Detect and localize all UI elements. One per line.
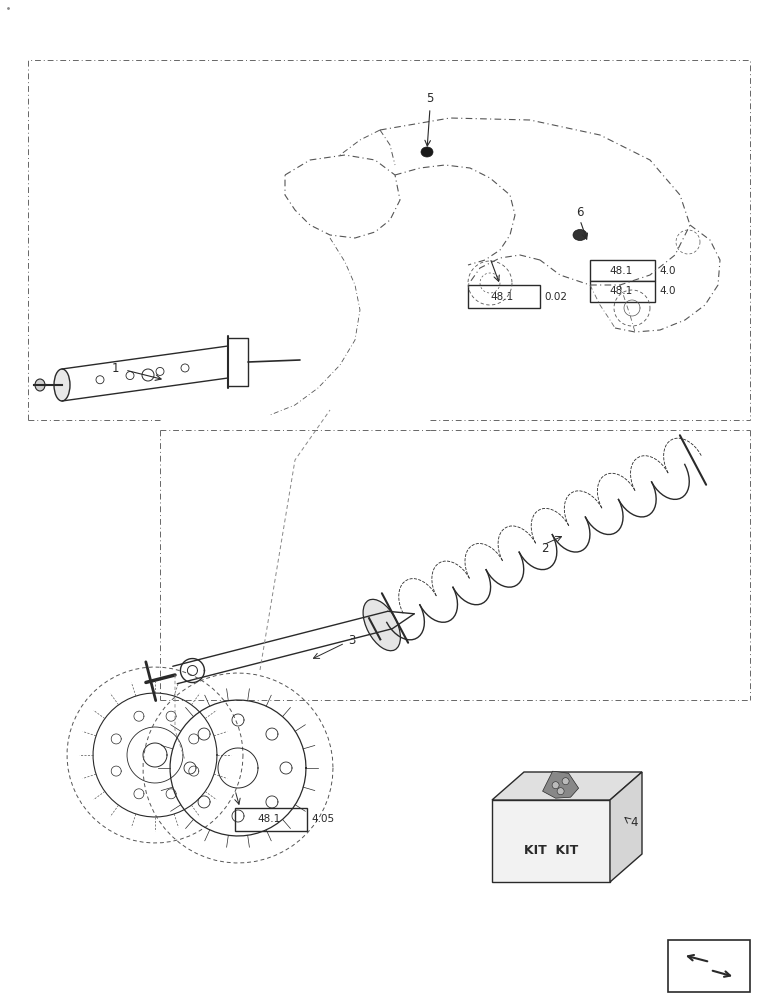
Ellipse shape (363, 599, 400, 651)
Polygon shape (590, 281, 655, 302)
Text: 2: 2 (541, 542, 549, 554)
Text: 4.0: 4.0 (659, 286, 676, 296)
Text: 48.1: 48.1 (610, 265, 633, 275)
Ellipse shape (35, 379, 45, 391)
Circle shape (557, 788, 564, 795)
Text: 48.1: 48.1 (610, 286, 633, 296)
Text: 5: 5 (426, 93, 434, 105)
Text: 6: 6 (576, 207, 584, 220)
Circle shape (552, 782, 559, 789)
Text: 4.0: 4.0 (659, 265, 676, 275)
Ellipse shape (421, 147, 433, 157)
Ellipse shape (54, 369, 70, 401)
Text: KIT  KIT: KIT KIT (524, 844, 578, 857)
Text: 48.1: 48.1 (258, 814, 281, 824)
Polygon shape (610, 772, 642, 882)
Text: 1: 1 (111, 361, 119, 374)
Polygon shape (492, 772, 642, 800)
Text: 48.1: 48.1 (491, 292, 515, 302)
Polygon shape (492, 800, 610, 882)
Text: 4: 4 (631, 816, 637, 828)
Polygon shape (590, 260, 655, 281)
Text: 0.02: 0.02 (544, 292, 567, 302)
Polygon shape (668, 940, 750, 992)
Text: 4.05: 4.05 (311, 814, 334, 824)
Circle shape (562, 778, 569, 785)
Polygon shape (468, 285, 540, 308)
Polygon shape (543, 771, 578, 798)
Polygon shape (235, 808, 307, 831)
Text: 3: 3 (349, 634, 356, 647)
Ellipse shape (573, 230, 587, 240)
